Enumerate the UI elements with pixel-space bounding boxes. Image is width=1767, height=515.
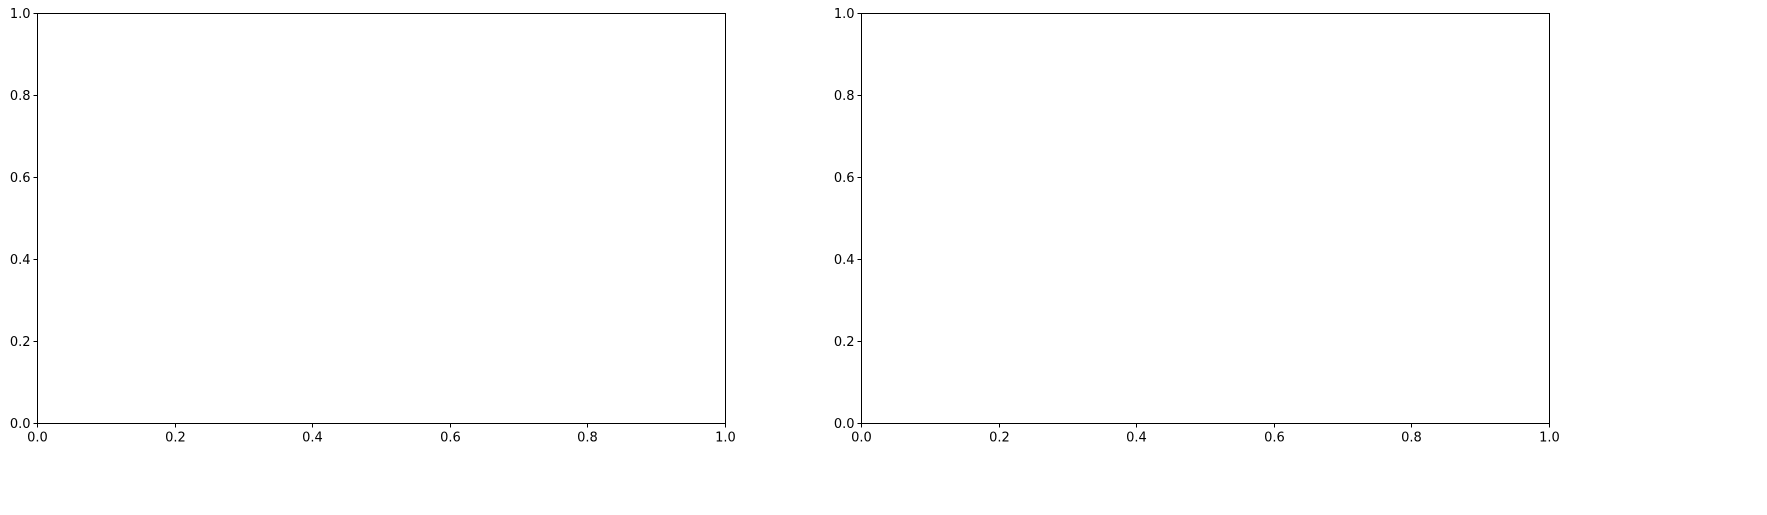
right-y-tick-label: 0.0: [834, 417, 855, 432]
right-x-tick-label: 0.8: [1401, 431, 1422, 446]
right-axes-frame: [861, 13, 1550, 424]
left-y-tick-label: 0.4: [10, 253, 31, 268]
right-x-tick-label: 0.6: [1264, 431, 1285, 446]
left-x-tick-label: 0.8: [577, 431, 598, 446]
left-y-tick-label: 0.0: [10, 417, 31, 432]
right-y-tick-label: 0.2: [834, 335, 855, 350]
right-x-tick-label: 1.0: [1539, 431, 1560, 446]
right-y-tick-label: 0.4: [834, 253, 855, 268]
right-y-tick-label: 1.0: [834, 7, 855, 22]
left-y-tick-label: 1.0: [10, 7, 31, 22]
left-axes: 0.0 0.2 0.4 0.6 0.8 1.0 0.0 0.2 0.4 0.6 0.8 1.0: [10, 7, 736, 446]
right-x-tick-label: 0.0: [851, 431, 872, 446]
left-x-tick-label: 0.6: [440, 431, 461, 446]
right-x-tick-label: 0.2: [989, 431, 1010, 446]
right-y-tick-label: 0.8: [834, 89, 855, 104]
left-x-tick-label: 1.0: [715, 431, 736, 446]
left-x-tick-label: 0.0: [27, 431, 48, 446]
left-y-tick-label: 0.2: [10, 335, 31, 350]
left-axes-frame: [37, 13, 726, 424]
left-y-tick-label: 0.8: [10, 89, 31, 104]
right-axes: 0.0 0.2 0.4 0.6 0.8 1.0 0.0 0.2 0.4 0.6 0.8 1.0: [834, 7, 1560, 446]
right-x-tick-label: 0.4: [1126, 431, 1147, 446]
left-y-tick-label: 0.6: [10, 171, 31, 186]
left-x-tick-label: 0.2: [165, 431, 186, 446]
left-x-tick-label: 0.4: [302, 431, 323, 446]
right-y-tick-label: 0.6: [834, 171, 855, 186]
